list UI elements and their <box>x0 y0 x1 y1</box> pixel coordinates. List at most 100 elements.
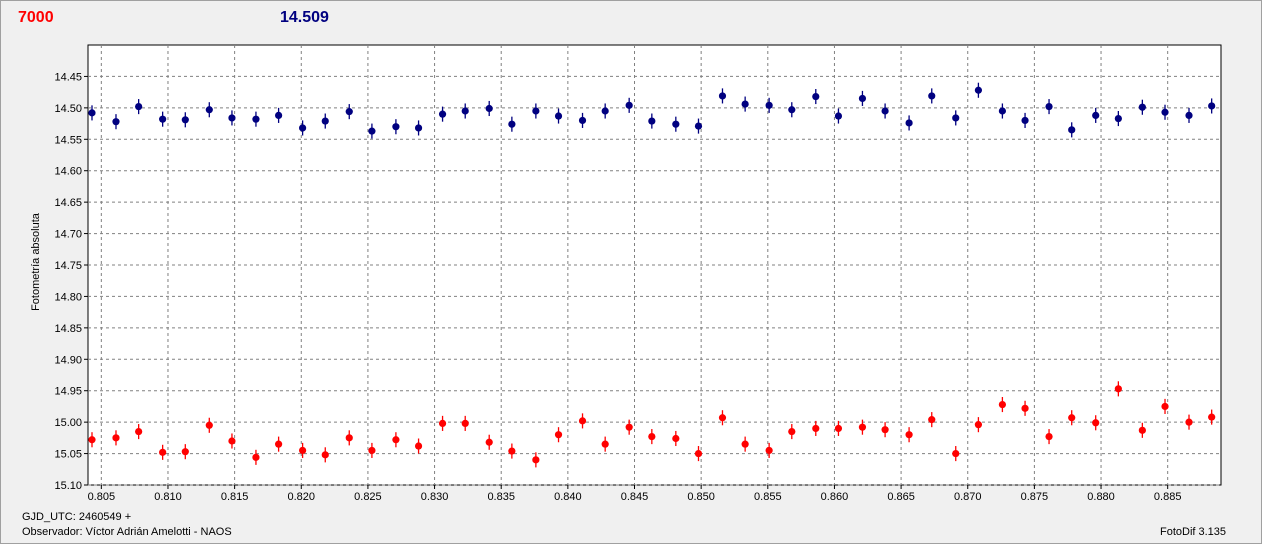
y-tick-label: 14.60 <box>54 166 82 178</box>
data-point <box>578 417 587 425</box>
data-point <box>1114 385 1122 393</box>
data-points <box>88 82 1216 468</box>
data-point <box>1138 426 1146 434</box>
data-point <box>1208 102 1216 110</box>
data-point <box>601 107 609 115</box>
x-tick-label: 0.825 <box>354 491 382 503</box>
data-point <box>1161 108 1169 116</box>
data-point <box>928 416 936 424</box>
data-point <box>625 101 633 109</box>
data-point <box>554 112 563 120</box>
data-point <box>578 116 587 125</box>
data-point <box>834 424 843 433</box>
data-point <box>181 448 189 456</box>
data-point <box>135 427 143 436</box>
data-point <box>672 434 680 443</box>
data-point <box>1068 414 1076 422</box>
y-tick-label: 15.05 <box>54 449 82 461</box>
software-version: FotoDif 3.135 <box>1160 526 1227 538</box>
data-point <box>952 114 960 122</box>
data-point <box>905 431 913 439</box>
data-point <box>858 423 867 431</box>
data-point <box>135 103 143 111</box>
x-tick-label: 0.850 <box>687 491 715 503</box>
gjd-label: GJD_UTC: 2460549 + <box>22 511 132 523</box>
data-point <box>1185 418 1193 426</box>
y-tick-labels: 14.45 14.50 14.55 14.60 14.65 14.70 14.75 14.80… <box>54 71 82 492</box>
x-tick-label: 0.810 <box>154 491 182 503</box>
data-point <box>345 108 353 116</box>
data-point <box>1021 404 1029 412</box>
data-point <box>1114 114 1122 123</box>
data-point <box>228 437 236 445</box>
y-tick-label: 15.10 <box>54 480 82 492</box>
x-tick-label: 0.845 <box>621 491 649 503</box>
x-tick-label: 0.815 <box>221 491 249 503</box>
data-point <box>414 442 423 450</box>
y-tick-label: 14.65 <box>54 197 82 209</box>
data-point <box>694 122 703 130</box>
data-point <box>554 431 563 439</box>
data-point <box>532 456 540 464</box>
data-point <box>205 106 213 114</box>
data-point <box>788 427 796 436</box>
data-point <box>508 447 516 455</box>
data-point <box>648 117 656 125</box>
y-tick-label: 14.90 <box>54 354 82 366</box>
y-tick-label: 14.45 <box>54 71 82 83</box>
data-point <box>392 436 400 444</box>
data-point <box>228 114 236 122</box>
data-point <box>1021 116 1029 125</box>
y-tick-label: 14.80 <box>54 291 82 303</box>
data-point <box>368 127 376 135</box>
data-point <box>392 123 400 131</box>
data-point <box>974 86 983 94</box>
observer-label: Observador: Víctor Adrián Amelotti - NAO… <box>22 526 232 538</box>
data-point <box>299 124 307 132</box>
data-point <box>159 448 167 456</box>
data-point <box>974 421 983 429</box>
grid-lines <box>84 45 1221 489</box>
data-point <box>601 440 609 448</box>
data-point <box>1138 103 1146 111</box>
data-point <box>998 400 1006 409</box>
data-point <box>928 92 936 100</box>
data-point <box>741 100 749 108</box>
data-point <box>1045 433 1053 441</box>
data-point <box>461 107 469 115</box>
data-point <box>252 115 260 123</box>
y-tick-label: 14.50 <box>54 103 82 115</box>
data-point <box>834 112 843 120</box>
data-point <box>414 124 423 132</box>
data-point <box>252 453 260 461</box>
data-point <box>1208 413 1216 421</box>
data-point <box>648 433 656 441</box>
data-point <box>718 92 727 100</box>
data-point <box>88 436 96 444</box>
data-point <box>112 118 120 126</box>
data-point <box>485 104 493 113</box>
y-tick-label: 14.95 <box>54 386 82 398</box>
y-tick-label: 14.85 <box>54 323 82 335</box>
x-tick-label: 0.865 <box>887 491 915 503</box>
data-point <box>1068 126 1076 134</box>
x-tick-label: 0.840 <box>554 491 582 503</box>
data-point <box>765 446 773 455</box>
data-point <box>321 451 329 459</box>
data-point <box>812 92 820 101</box>
data-point <box>275 111 283 119</box>
x-tick-label: 0.875 <box>1021 491 1049 503</box>
data-point <box>508 120 516 128</box>
blue-series-value: 14.509 <box>280 9 329 26</box>
x-tick-labels: 0.805 0.810 0.815 0.820 0.825 0.830 0.835 0.840… <box>88 491 1182 503</box>
x-tick-label: 0.855 <box>754 491 782 503</box>
red-series-value: 7000 <box>18 9 54 26</box>
x-tick-label: 0.870 <box>954 491 982 503</box>
data-point <box>858 94 867 103</box>
data-point <box>718 414 727 422</box>
data-point <box>345 434 353 442</box>
data-point <box>694 449 703 458</box>
data-point <box>765 101 773 109</box>
x-tick-label: 0.805 <box>88 491 116 503</box>
data-point <box>112 434 120 442</box>
